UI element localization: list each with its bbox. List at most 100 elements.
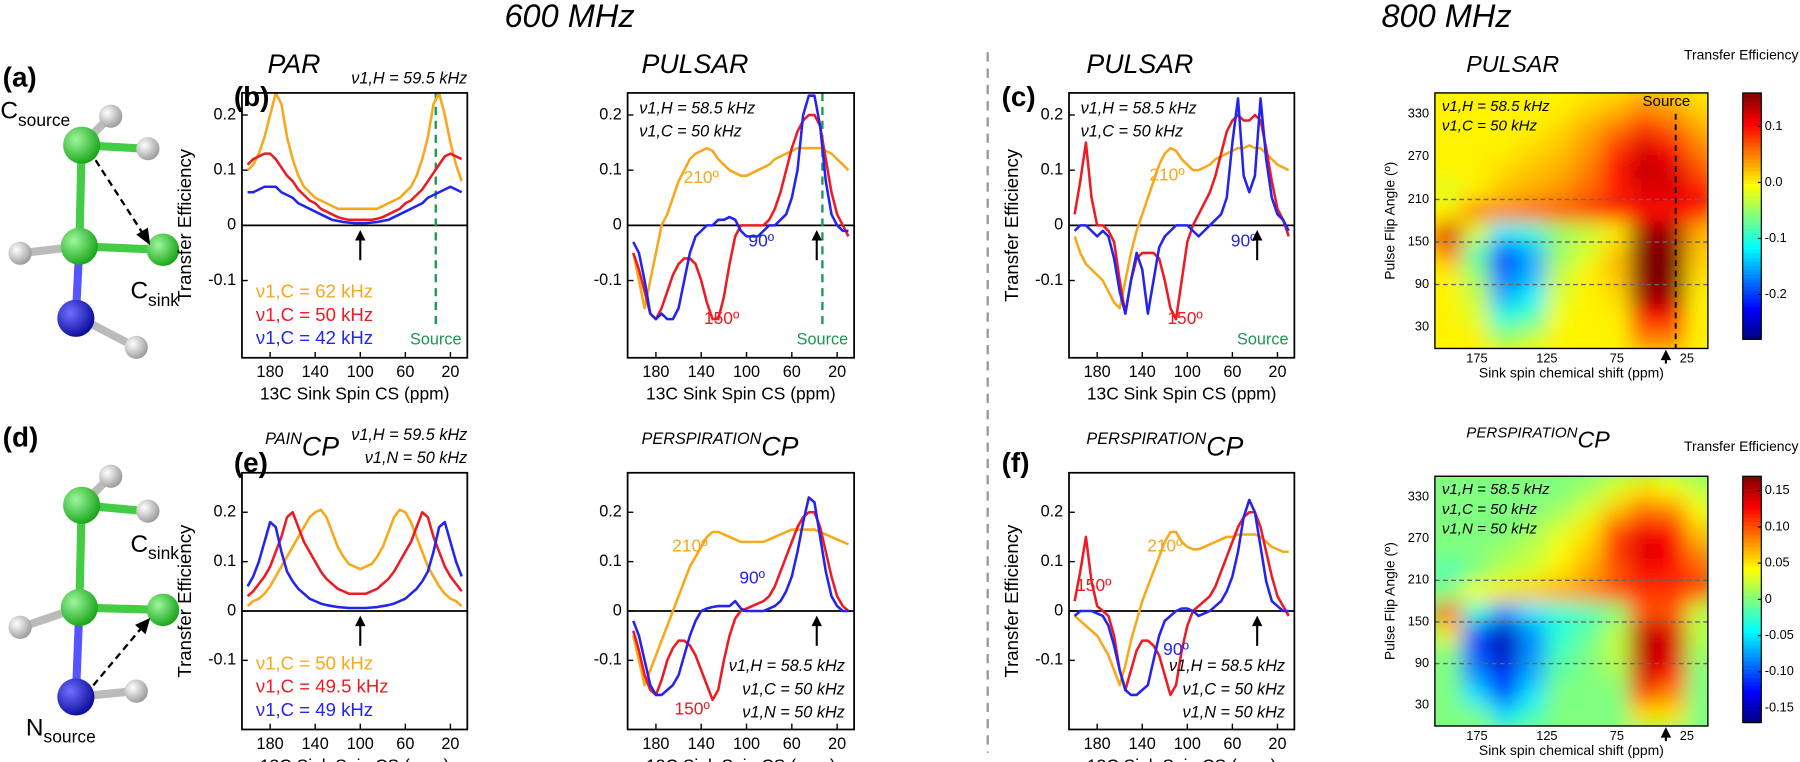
- y-tick-label: 0: [227, 601, 236, 619]
- heatmap-cell: [1629, 92, 1661, 116]
- annotation: ν1,N = 50 kHz: [1183, 704, 1286, 722]
- heatmap-cell: [1657, 176, 1689, 201]
- colorbar-step: [1742, 513, 1762, 518]
- series-line: [246, 510, 463, 598]
- heatmap-cell: [1545, 326, 1577, 349]
- colorbar-tick-label: 0: [1765, 591, 1772, 606]
- heatmap-cell: [1629, 579, 1661, 603]
- series-line: [632, 94, 849, 321]
- heatmap-cell: [1434, 198, 1465, 222]
- y-tick-label: 0.2: [1041, 105, 1064, 123]
- colorbar-step: [1742, 488, 1762, 494]
- series-line: [1073, 510, 1290, 697]
- plot-area: [1073, 498, 1290, 697]
- heatmap-cell: [1685, 155, 1708, 180]
- heatmap-cell: [1573, 240, 1605, 265]
- heatmap-cell: [1545, 641, 1577, 665]
- colorbar-step: [1742, 261, 1762, 267]
- heatmap-cell: [1489, 599, 1521, 624]
- colorbar-step: [1742, 183, 1762, 189]
- plot-area: [1073, 97, 1290, 321]
- chart-title-main: CP: [1578, 427, 1611, 453]
- heatmap-cell: [1545, 198, 1577, 222]
- colorbar-step: [1742, 289, 1762, 295]
- y-axis-label: Transfer Efficiency: [174, 524, 195, 678]
- annotation: ν1,N = 50 kHz: [365, 449, 468, 467]
- heatmap-cell: [1461, 579, 1493, 603]
- series-line: [1073, 113, 1290, 321]
- colorbar-step: [1742, 248, 1762, 254]
- series-label: 90º: [1231, 231, 1257, 251]
- colorbar-step: [1742, 566, 1762, 572]
- colorbar-step: [1742, 154, 1762, 160]
- heatmap-cell: [1573, 620, 1605, 644]
- heatmap-cell: [1434, 662, 1465, 686]
- heatmap-cell: [1489, 304, 1521, 329]
- y-tick-label: 0: [1054, 601, 1063, 619]
- heatmap-cell: [1461, 283, 1493, 308]
- heatmap-cell: [1657, 579, 1689, 603]
- heatmap-cell: [1517, 704, 1549, 726]
- heatmap-cell: [1629, 476, 1661, 499]
- colorbar-step: [1742, 240, 1762, 246]
- y-tick-label: 30: [1415, 697, 1429, 712]
- heatmap-cell: [1657, 476, 1689, 499]
- x-tick-label: 100: [347, 363, 374, 381]
- series-label: 210º: [672, 535, 708, 555]
- source-label: Source: [410, 331, 462, 349]
- heatmap-cell: [1489, 262, 1521, 286]
- colorbar-step: [1742, 109, 1762, 115]
- colorbar-step: [1742, 525, 1762, 531]
- colorbar-step: [1742, 191, 1762, 197]
- colorbar-step: [1742, 677, 1762, 683]
- series-label: 90º: [739, 568, 765, 588]
- colorbar-tick-label: -0.10: [1765, 663, 1794, 678]
- heatmap-cell: [1601, 240, 1633, 265]
- heatmap-cell: [1657, 283, 1689, 308]
- annotation: ν1,C = 50 kHz: [1183, 680, 1286, 698]
- colorbar-step: [1742, 701, 1762, 707]
- plot-frame: [1434, 92, 1709, 350]
- x-tick-label: 25: [1680, 350, 1694, 365]
- heatmap-cell: [1685, 92, 1708, 116]
- legend-entry: ν1,C = 50 kHz: [256, 652, 373, 673]
- x-tick-label: 180: [1084, 735, 1111, 753]
- colorbar-step: [1742, 273, 1762, 279]
- x-tick-label: 100: [733, 363, 760, 381]
- heatmap-cell: [1545, 113, 1577, 137]
- chart-title: PAR: [268, 49, 321, 79]
- heatmap-cell: [1601, 620, 1633, 644]
- colorbar-tick-label: 0.0: [1765, 174, 1783, 189]
- heatmap-cell: [1657, 262, 1689, 286]
- heatmap-cell: [1657, 326, 1689, 349]
- colorbar-step: [1742, 285, 1762, 291]
- arrow-head: [355, 229, 366, 241]
- heatmap-cell: [1545, 304, 1577, 329]
- colorbar-step: [1742, 500, 1762, 506]
- plot-frame: [626, 471, 855, 731]
- molecule: [8, 104, 180, 359]
- legend-entry: ν1,C = 49 kHz: [256, 699, 373, 720]
- annotation: ν1,H = 59.5 kHz: [351, 426, 467, 444]
- heatmap-cell: [1517, 476, 1549, 499]
- y-tick-label: 30: [1415, 319, 1429, 334]
- colorbar-tick-label: -0.2: [1765, 286, 1787, 301]
- colorbar-step: [1742, 648, 1762, 654]
- arrow-head: [1660, 349, 1672, 361]
- colorbar-step: [1742, 232, 1762, 238]
- heatmap-cell: [1657, 537, 1689, 561]
- series-label: 150º: [1076, 575, 1112, 595]
- colorbar-step: [1742, 693, 1762, 699]
- heatmap-cell: [1657, 219, 1689, 244]
- heatmap-cell: [1461, 240, 1493, 265]
- colorbar-step: [1742, 624, 1762, 629]
- heatmap-cell: [1517, 558, 1549, 582]
- colorbar-step: [1742, 562, 1762, 568]
- colorbar-step: [1742, 587, 1762, 592]
- colorbar-label: Transfer Efficiency: [1684, 438, 1799, 454]
- heatmap-cell: [1573, 262, 1605, 286]
- heatmap-cell: [1461, 558, 1493, 582]
- x-tick-label: 140: [1129, 363, 1156, 381]
- heatmap-cell: [1517, 283, 1549, 308]
- x-tick-label: 20: [828, 735, 846, 753]
